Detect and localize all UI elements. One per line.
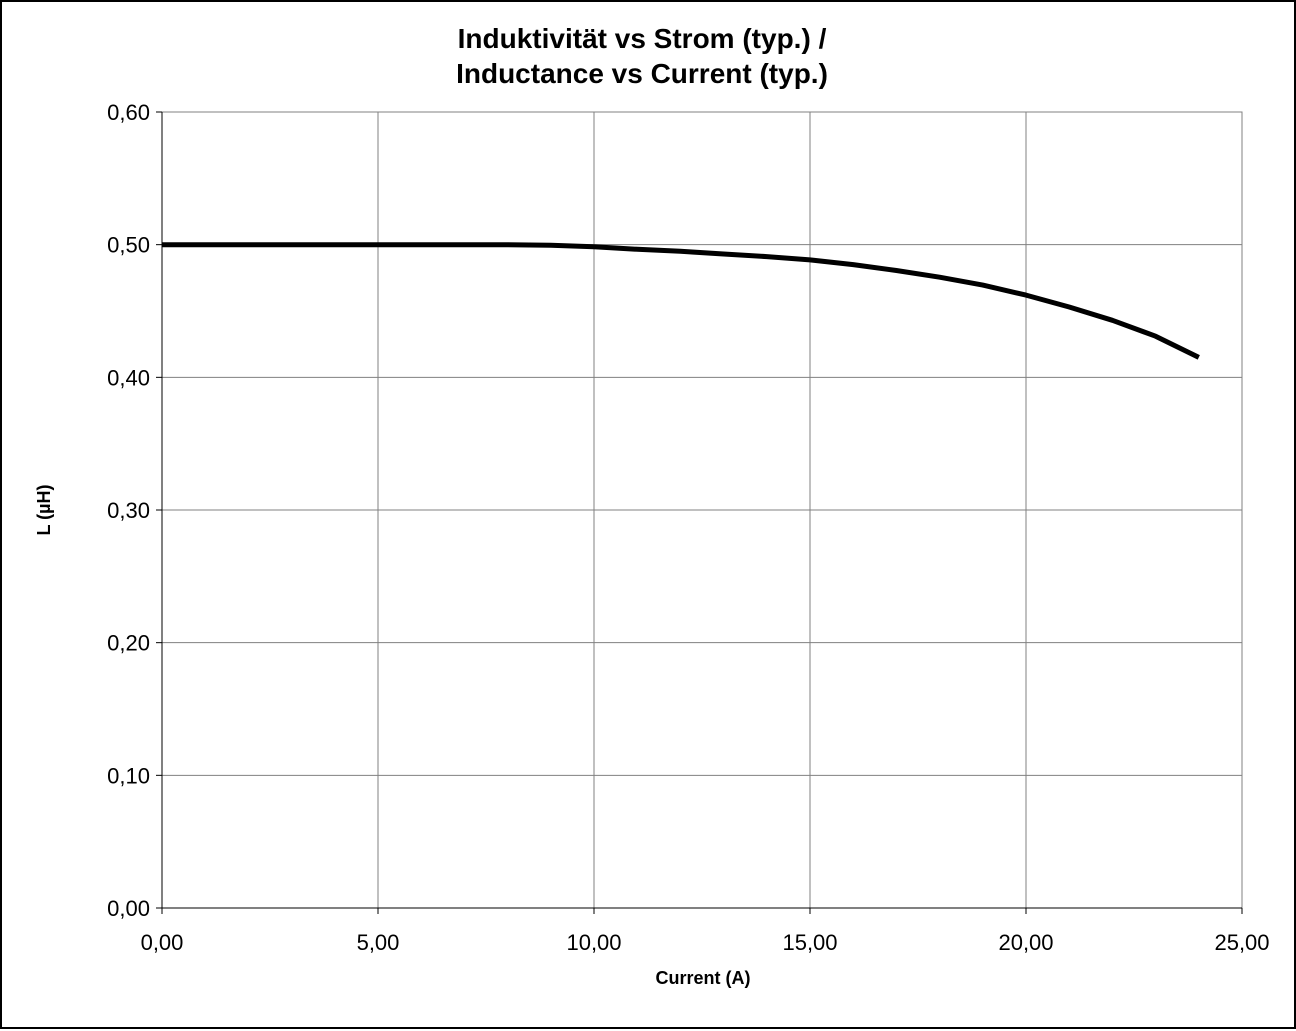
x-tick-label: 5,00	[357, 930, 400, 955]
gridlines	[161, 111, 1243, 909]
y-tick-label: 0,50	[107, 233, 150, 258]
chart-title-line-2: Inductance vs Current (typ.)	[456, 58, 828, 89]
x-tick-label: 15,00	[782, 930, 837, 955]
series-line	[162, 242, 1200, 360]
y-tick-label: 0,40	[107, 365, 150, 390]
y-tick-label: 0,60	[107, 100, 150, 125]
x-tick-label: 20,00	[998, 930, 1053, 955]
x-axis-label: Current (A)	[656, 968, 751, 988]
y-tick-label: 0,20	[107, 631, 150, 656]
x-tick-label: 0,00	[141, 930, 184, 955]
y-tick-label: 0,10	[107, 763, 150, 788]
y-axis-ticks: 0,00 0,10 0,20 0,30 0,40 0,50 0,60	[107, 100, 162, 921]
series-group	[162, 242, 1200, 360]
x-axis-ticks: 0,00 5,00 10,00 15,00 20,00 25,00	[141, 908, 1270, 955]
y-tick-label: 0,30	[107, 498, 150, 523]
chart-title-line-1: Induktivität vs Strom (typ.) /	[458, 23, 827, 54]
y-axis-label: L (µH)	[34, 484, 54, 535]
x-tick-label: 25,00	[1214, 930, 1269, 955]
x-tick-label: 10,00	[566, 930, 621, 955]
y-tick-label: 0,00	[107, 896, 150, 921]
